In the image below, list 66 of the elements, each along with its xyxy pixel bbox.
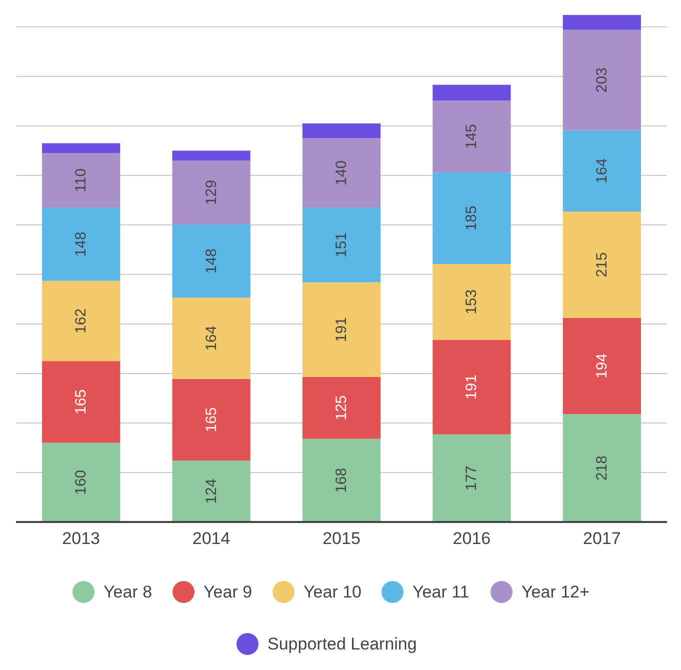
data-label: 185 [463, 206, 480, 231]
legend-label: Year 8 [104, 582, 152, 602]
data-label: 218 [593, 456, 610, 481]
data-label: 165 [72, 389, 90, 414]
bar [172, 160, 250, 224]
data-label: 160 [72, 470, 90, 495]
data-label: 153 [463, 289, 480, 314]
bar [42, 361, 120, 443]
data-label: 129 [202, 180, 220, 205]
legend-label: Year 10 [304, 582, 362, 602]
data-label: 203 [593, 68, 610, 93]
bar [562, 414, 641, 522]
bar [172, 378, 250, 461]
data-label: 215 [593, 252, 610, 278]
data-label: 164 [202, 326, 220, 351]
bar [562, 30, 641, 130]
data-label: 110 [72, 168, 90, 192]
data-label: 177 [463, 466, 480, 491]
bar [42, 208, 120, 281]
data-label: 162 [72, 308, 90, 334]
bar [172, 460, 250, 522]
legend-label: Year 12+ [522, 582, 590, 602]
bar [562, 318, 641, 414]
data-label: 140 [333, 160, 350, 186]
data-label: 124 [202, 478, 220, 504]
bar [432, 100, 511, 172]
x-tick-label: 2014 [192, 529, 230, 548]
data-label: 165 [202, 407, 220, 432]
bar [432, 84, 511, 101]
x-tick-label: 2016 [452, 529, 491, 548]
bar [562, 130, 641, 212]
bar [562, 212, 641, 318]
bar [302, 138, 381, 208]
bar [432, 434, 511, 522]
data-label: 164 [593, 158, 610, 184]
x-tick-label: 2013 [62, 529, 100, 548]
legend-label: Supported Learning [268, 634, 417, 654]
data-label: 191 [463, 374, 480, 400]
legend-label: Year 11 [412, 582, 470, 602]
data-label: 151 [333, 232, 350, 258]
bar [432, 172, 511, 264]
data-label: 125 [333, 395, 350, 420]
legend-label: Year 9 [204, 582, 252, 602]
bar [42, 143, 120, 154]
bar [302, 438, 381, 522]
bar [302, 123, 381, 138]
data-label: 191 [333, 317, 350, 342]
bar [432, 264, 511, 340]
data-label: 148 [72, 232, 90, 257]
bar [42, 153, 120, 208]
data-label: 168 [333, 468, 350, 493]
bar [432, 340, 511, 434]
bar [42, 442, 120, 522]
data-label: 148 [202, 248, 220, 274]
x-tick-label: 2017 [582, 529, 621, 548]
data-label: 194 [593, 354, 610, 379]
x-tick-label: 2015 [322, 529, 360, 548]
bar [302, 282, 381, 377]
bar [42, 280, 120, 362]
bar [172, 298, 250, 379]
bar [172, 150, 250, 161]
bar [302, 376, 381, 439]
bar [172, 224, 250, 298]
bar [562, 14, 641, 30]
bar [302, 208, 381, 282]
data-label: 145 [463, 124, 480, 150]
